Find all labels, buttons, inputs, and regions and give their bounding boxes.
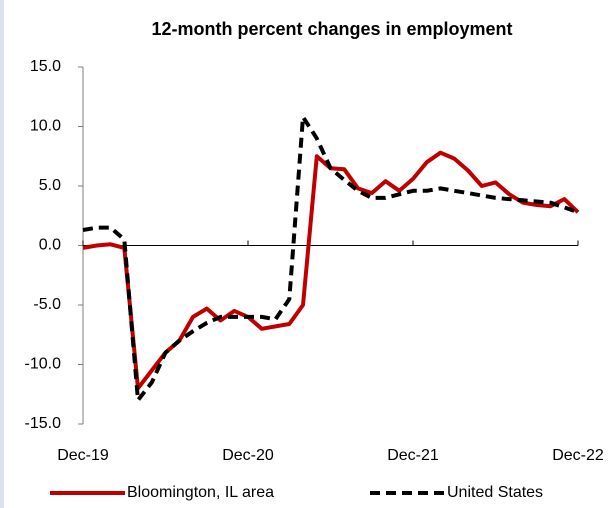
series-line [82,150,580,391]
x-tick-label: Dec-22 [552,447,604,464]
legend-label: United States [447,484,543,501]
y-tick-label: 15.0 [30,58,61,75]
x-tick-label: Dec-19 [57,447,109,464]
y-tick-label: 10.0 [30,118,61,135]
frame-edge [0,0,4,508]
legend-label: Bloomington, IL area [127,484,274,501]
y-tick-label: -10.0 [25,356,62,373]
x-tick-label: Dec-21 [387,447,439,464]
y-tick-label: 5.0 [39,177,61,194]
y-tick-label: -15.0 [25,415,62,432]
y-tick-label: 0.0 [39,237,61,254]
chart-title: 12-month percent changes in employment [151,19,512,39]
y-tick-label: -5.0 [33,296,61,313]
series-line [82,115,579,403]
x-tick-label: Dec-20 [222,447,274,464]
